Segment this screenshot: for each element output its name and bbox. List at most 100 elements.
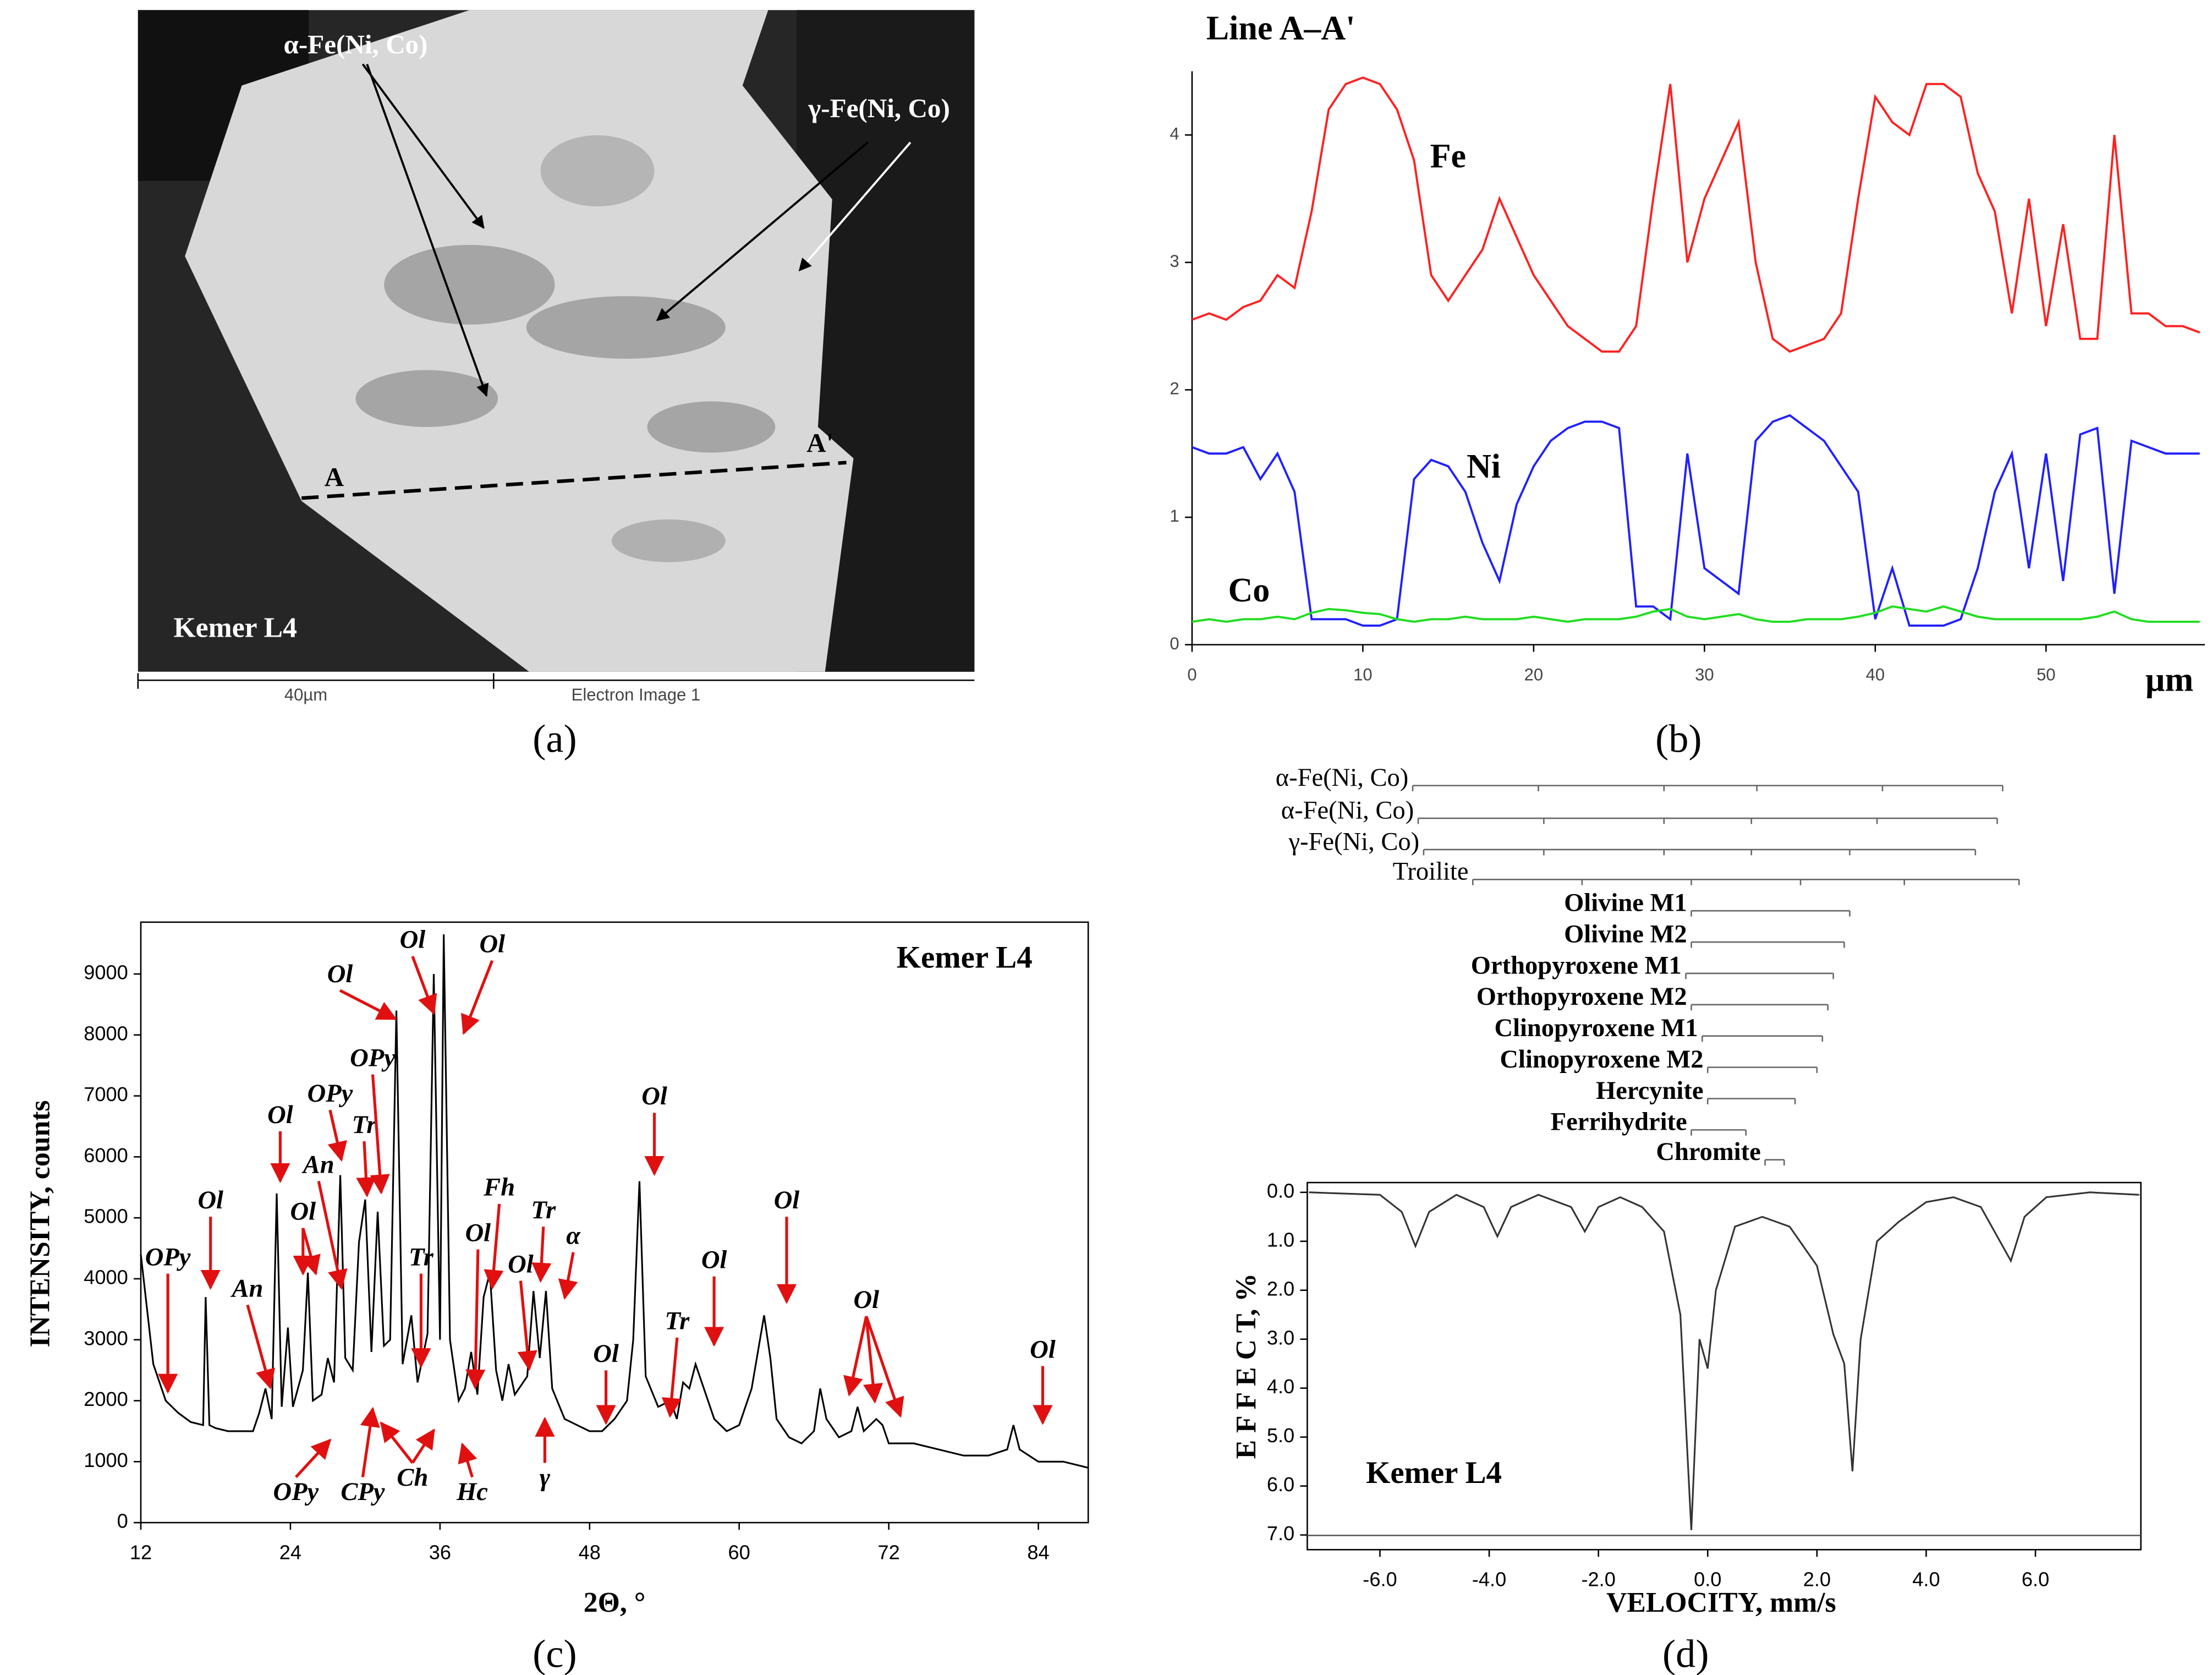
x-tick-label: 36: [429, 1541, 451, 1564]
series-label: Fe: [1430, 138, 1466, 175]
peak-arrow: [558, 1252, 578, 1300]
peak-label: Ol: [267, 1101, 293, 1129]
x-tick-label: 60: [728, 1541, 750, 1564]
y-tick-label: 1: [1170, 506, 1179, 526]
micrograph: α-Fe(Ni, Co) γ-Fe(Ni, Co) A A' Kemer L4 …: [137, 10, 975, 704]
chart-title: Kemer L4: [1366, 1455, 1502, 1490]
y-tick-label: 3: [1170, 251, 1179, 271]
peak-arrow: [465, 1249, 486, 1390]
x-tick-label: 6.0: [2022, 1568, 2049, 1591]
peak-label: Tr: [352, 1111, 377, 1139]
y-tick-label: 0: [1170, 634, 1179, 653]
component-label: Olivine M2: [1564, 920, 1687, 948]
peak-arrow: [294, 1438, 332, 1479]
peak-label: Tr: [409, 1243, 434, 1271]
peak-label: Ol: [479, 930, 505, 959]
y-tick-label: 7.0: [1267, 1522, 1294, 1545]
y-tick-label: 6000: [84, 1144, 128, 1167]
peak-arrow: [317, 1180, 348, 1290]
peak-label: Ol: [290, 1198, 316, 1226]
x-tick-label: 20: [1524, 665, 1543, 685]
plot-frame: [140, 921, 1089, 1524]
x-unit: µm: [2145, 661, 2193, 699]
peak-arrow: [531, 1227, 552, 1283]
component-label: Troilite: [1393, 858, 1469, 886]
y-tick-label: 1000: [84, 1449, 128, 1471]
peak-label: Tr: [531, 1196, 556, 1224]
x-tick-label: 0.0: [1694, 1568, 1721, 1591]
peak-arrow: [411, 1428, 435, 1464]
peak-label: Ol: [593, 1340, 619, 1368]
y-tick-label: 3.0: [1267, 1326, 1294, 1349]
peak-label: α: [566, 1222, 581, 1250]
peak-arrow: [370, 1074, 390, 1195]
peak-arrow: [461, 960, 494, 1035]
y-tick-label: 2: [1170, 379, 1179, 398]
peak-label: Ol: [508, 1250, 534, 1278]
panel-label: (d): [1662, 1631, 1709, 1675]
peak-label: An: [230, 1274, 263, 1302]
peak-label: OPy: [273, 1478, 319, 1506]
peak-arrow: [246, 1304, 276, 1389]
peak-arrow: [411, 956, 437, 1015]
component-label: α-Fe(Ni, Co): [1281, 796, 1414, 824]
component-label: Orthopyroxene M2: [1477, 983, 1687, 1011]
peak-label: Ol: [701, 1246, 727, 1274]
component-label: Clinopyroxene M2: [1500, 1045, 1703, 1074]
y-tick-label: 5.0: [1267, 1424, 1294, 1447]
peak-label: Ol: [465, 1219, 491, 1247]
plot-frame: [1307, 1181, 2142, 1551]
phase-label: γ-Fe(Ni, Co): [808, 93, 950, 123]
panel-label: (c): [533, 1631, 577, 1675]
series-label: Ni: [1467, 448, 1501, 485]
component-label: Olivine M1: [1564, 889, 1687, 917]
component-label: Orthopyroxene M1: [1471, 951, 1682, 979]
x-tick-label: -6.0: [1363, 1568, 1397, 1591]
y-tick-label: 5000: [84, 1205, 128, 1228]
peak-label: Ol: [400, 926, 426, 954]
x-tick-label: 4.0: [1912, 1568, 1940, 1591]
data-line: [1192, 76, 2200, 353]
x-axis-title: VELOCITY, mm/s: [1606, 1587, 1836, 1618]
y-tick-label: 0: [117, 1510, 128, 1532]
y-tick-label: 6.0: [1267, 1473, 1294, 1496]
x-tick-label: 40: [1866, 665, 1885, 685]
peak-arrow: [327, 1109, 347, 1162]
peak-arrow: [661, 1337, 682, 1418]
y-tick-label: 4000: [84, 1266, 128, 1289]
component-label: Clinopyroxene M1: [1494, 1014, 1698, 1042]
y-axis-title: INTENSITY, counts: [24, 1100, 56, 1347]
peak-arrow: [863, 1316, 883, 1404]
x-tick-label: 48: [579, 1541, 601, 1564]
peak-label: OPy: [308, 1080, 353, 1108]
peak-label: OPy: [350, 1044, 396, 1072]
y-tick-label: 0.0: [1267, 1179, 1294, 1202]
y-tick-label: 9000: [84, 961, 128, 984]
y-tick-label: 3000: [84, 1327, 128, 1349]
component-label: Ferrihydrite: [1551, 1108, 1687, 1136]
peak-arrow: [865, 1316, 904, 1418]
x-tick-label: 10: [1353, 665, 1373, 685]
y-tick-label: 7000: [84, 1083, 128, 1105]
peak-arrow: [843, 1316, 868, 1397]
y-tick-label: 1.0: [1267, 1228, 1294, 1251]
y-tick-label: 4: [1170, 124, 1179, 144]
point-label: A: [325, 462, 344, 492]
peak-label: Ch: [397, 1464, 428, 1492]
caption: Electron Image 1: [572, 685, 700, 704]
peak-label: OPy: [145, 1243, 191, 1271]
peak-arrow: [339, 989, 398, 1020]
series-label: Co: [1228, 572, 1270, 609]
peak-arrow: [517, 1280, 537, 1371]
point-label: A': [806, 428, 833, 458]
x-tick-label: 30: [1695, 665, 1714, 685]
peak-arrow: [484, 1203, 504, 1290]
phase-label: α-Fe(Ni, Co): [283, 29, 427, 59]
peak-label: γ: [540, 1464, 551, 1492]
sample-label: Kemer L4: [173, 612, 297, 644]
x-tick-label: -2.0: [1581, 1568, 1615, 1591]
peak-label: CPy: [341, 1478, 385, 1506]
y-tick-label: 8000: [84, 1022, 128, 1044]
peak-label: Ol: [641, 1082, 667, 1110]
